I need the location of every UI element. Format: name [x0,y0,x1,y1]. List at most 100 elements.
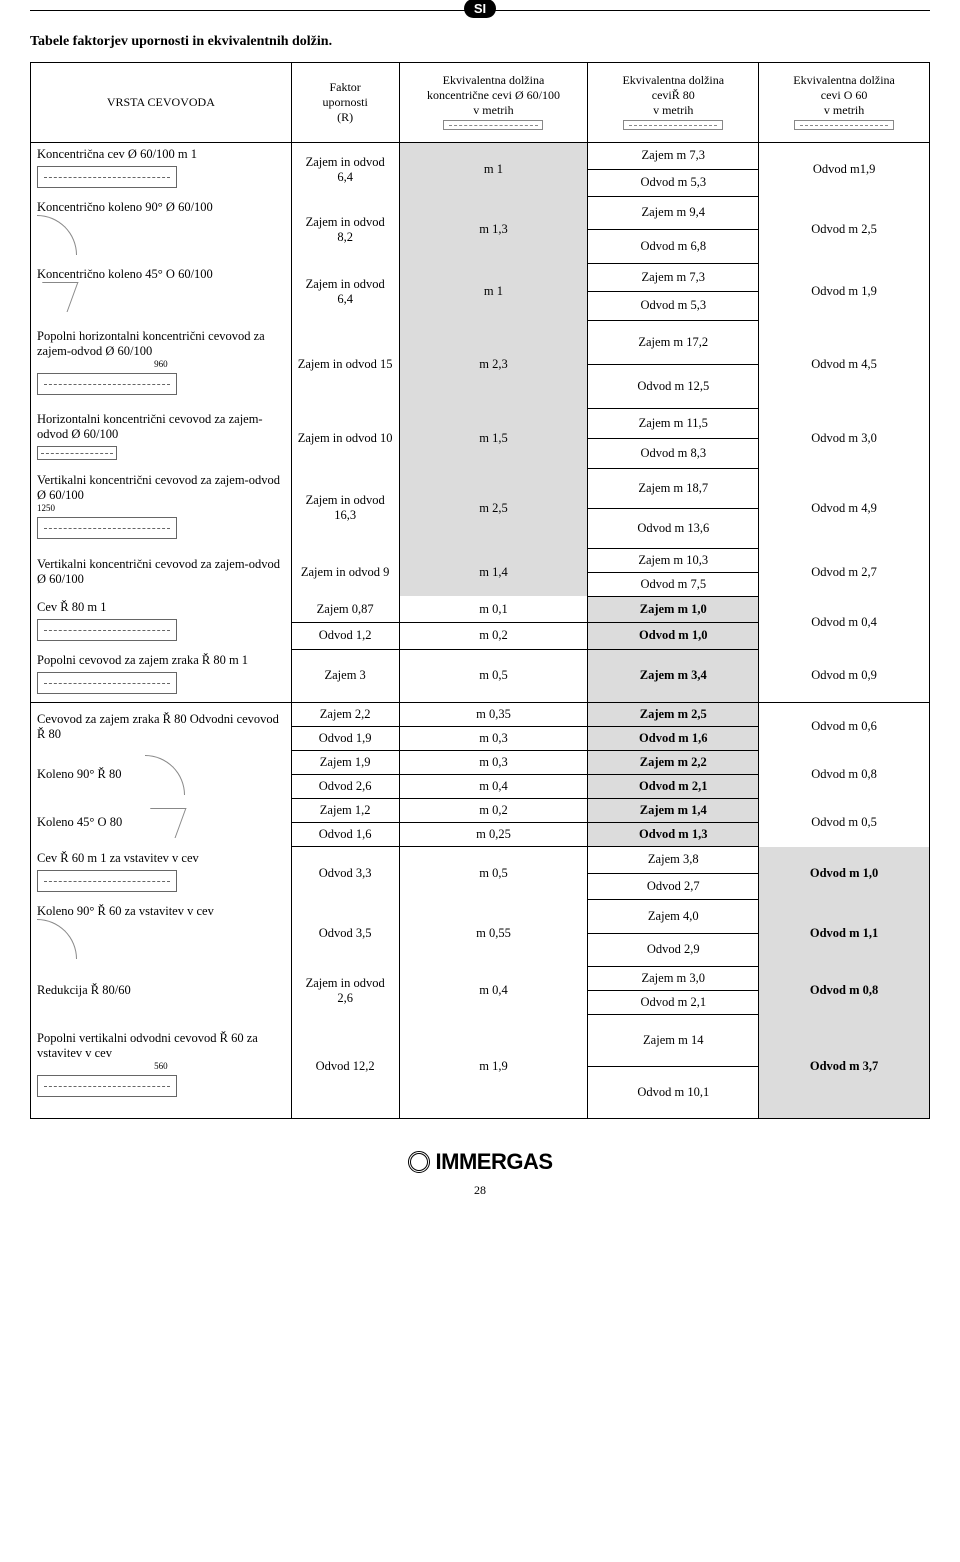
top-rule: SI [30,10,930,30]
e2b: Odvod m 2,1 [588,991,759,1015]
t: Horizontalni koncentrični cevovod za zaj… [37,412,263,441]
type-cell: Cev Ř 80 m 1 [31,596,292,649]
h: Ekvivalentna dolžina [793,73,895,87]
pipe-icon [37,672,177,694]
pipe-icon [37,166,177,188]
e2b: Odvod m 1,3 [588,823,759,847]
e3: Odvod m 0,8 [759,751,930,799]
t: Koleno 90° Ř 60 za vstavitev v cev [37,904,214,918]
elbow45-icon [32,282,79,312]
r2: Odvod 1,9 [291,727,399,751]
type-cell: Popolni vertikalni odvodni cevovod Ř 60 … [31,1015,292,1119]
e2a: Zajem m 14 [588,1015,759,1067]
e3: Odvod m 3,7 [759,1015,930,1119]
elbow-icon [37,919,77,959]
eq2b: Odvod m 5,3 [588,169,759,196]
e2b: Odvod m 1,0 [588,623,759,650]
h: v metrih [653,103,693,117]
t: Popolni vertikalni odvodni cevovod Ř 60 … [37,1031,258,1060]
e2b: Odvod m 13,6 [588,508,759,548]
t: Vertikalni koncentrični cevovod za zajem… [37,557,280,586]
e2a: Zajem m 7,3 [588,263,759,292]
t: Vertikalni koncentrični cevovod za zajem… [37,473,280,502]
r-cell: Zajem in odvod 6,4 [291,143,399,197]
e2a: Zajem m 18,7 [588,468,759,508]
r1: Zajem 1,2 [291,799,399,823]
e3: Odvod m 0,8 [759,967,930,1015]
e3: Odvod m 1,0 [759,847,930,900]
logo: IMMERGAS [408,1149,553,1175]
type-cell: Popolni cevovod za zajem zraka Ř 80 m 1 [31,649,292,703]
e2b: Odvod m 12,5 [588,364,759,408]
type-cell: Koncentrično koleno 45° O 60/100 [31,263,292,320]
type-cell: Redukcija Ř 80/60 [31,967,292,1015]
pipe-icon [37,619,177,641]
e2a: Zajem m 10,3 [588,548,759,572]
e2b: Odvod m 2,1 [588,775,759,799]
h: v metrih [824,103,864,117]
pipe-icon [37,1075,177,1097]
hdr-type-label: VRSTA CEVOVODA [107,95,215,109]
e2a: Zajem m 1,0 [588,596,759,623]
e3: Odvod m 1,9 [759,263,930,320]
e3: Odvod m 4,9 [759,468,930,548]
e3: Odvod m 0,9 [759,649,930,703]
page-number: 28 [30,1183,930,1198]
type-cell: Koncentrično koleno 90° Ø 60/100 [31,196,292,263]
r1: Zajem 1,9 [291,751,399,775]
e1: m 0,55 [399,900,588,967]
e3: Odvod m 4,5 [759,320,930,408]
elbow45-icon [140,808,187,838]
r: Odvod 3,5 [291,900,399,967]
dim: 560 [37,1061,285,1071]
r: Zajem in odvod 16,3 [291,468,399,548]
e2a: Zajem m 2,2 [588,751,759,775]
e2b: Odvod m 7,5 [588,572,759,596]
e1: m 1,4 [399,548,588,596]
type-cell: Horizontalni koncentrični cevovod za zaj… [31,408,292,468]
t: Cev Ř 60 m 1 za vstavitev v cev [37,851,199,865]
type-cell: Koleno 90° Ř 60 za vstavitev v cev [31,900,292,967]
e2b: Odvod m 6,8 [588,230,759,264]
t: Cevovod za zajem zraka Ř 80 Odvodni cevo… [37,712,279,741]
e2a: Zajem m 1,4 [588,799,759,823]
t: Popolni horizontalni koncentrični cevovo… [37,329,265,358]
r2: Odvod 2,6 [291,775,399,799]
e1: m 2,3 [399,320,588,408]
r: Zajem in odvod 15 [291,320,399,408]
r1: Zajem 0,87 [291,596,399,623]
r: Zajem in odvod 8,2 [291,196,399,263]
dim: 1250 [37,503,285,513]
page-title: Tabele faktorjev upornosti in ekvivalent… [30,34,930,50]
h: cevi O 60 [821,88,868,102]
h: Faktor [329,80,360,94]
e1b: m 0,2 [399,623,588,650]
e3: Odvod m 0,5 [759,799,930,847]
e2b: Odvod m 10,1 [588,1067,759,1119]
h: upornosti [322,95,367,109]
e3: Odvod m 0,4 [759,596,930,649]
e1: m 2,5 [399,468,588,548]
e1a: m 0,3 [399,751,588,775]
pipe-icon [623,120,723,130]
type-cell: Popolni horizontalni koncentrični cevovo… [31,320,292,408]
e2b: Odvod 2,7 [588,873,759,900]
type-cell: Koncentrična cev Ø 60/100 m 1 [31,143,292,197]
e3: Odvod m 0,6 [759,703,930,751]
e2a: Zajem 4,0 [588,900,759,934]
e1: m 1,3 [399,196,588,263]
hdr-r: Faktorupornosti(R) [291,63,399,143]
t: Redukcija Ř 80/60 [37,983,131,997]
dim: 960 [37,359,285,369]
e2a: Zajem m 9,4 [588,196,759,230]
type-cell: Vertikalni koncentrični cevovod za zajem… [31,468,292,548]
hdr-eq1: Ekvivalentna dolžinakoncentrične cevi Ø … [399,63,588,143]
e1a: m 0,35 [399,703,588,727]
type-cell: Koleno 90° Ř 80 [31,751,292,799]
elbow-icon [37,215,77,255]
type-cell: Koleno 45° O 80 [31,799,292,847]
h: koncentrične cevi Ø 60/100 [427,88,560,102]
hdr-eq3: Ekvivalentna dolžinacevi O 60v metrih [759,63,930,143]
hdr-eq2: Ekvivalentna dolžinaceviŘ 80v metrih [588,63,759,143]
h: Ekvivalentna dolžina [622,73,724,87]
